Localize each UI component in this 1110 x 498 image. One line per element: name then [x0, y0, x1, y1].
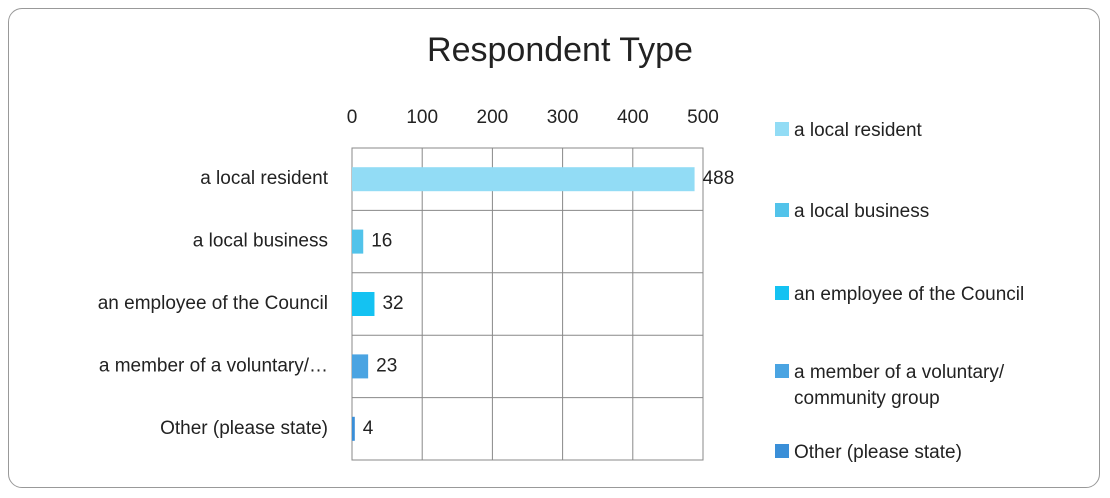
bar — [352, 354, 369, 379]
legend-label: an employee of the Council — [794, 284, 1025, 305]
y-tick-label: a member of a voluntary/… — [99, 355, 328, 376]
legend-label: a local resident — [794, 120, 922, 141]
bar — [352, 292, 375, 316]
legend-item: a local resident — [775, 118, 1094, 144]
data-label: 32 — [382, 293, 403, 314]
legend-swatch — [775, 286, 789, 300]
chart-frame — [8, 8, 1100, 488]
y-tick-label: a local business — [193, 231, 328, 252]
x-tick-label: 500 — [687, 107, 719, 128]
legend-swatch — [775, 364, 789, 378]
bar — [352, 167, 695, 192]
data-label: 488 — [703, 168, 735, 189]
x-tick-label: 400 — [617, 107, 649, 128]
bar — [352, 229, 364, 254]
legend-item: a member of a voluntary/ community group — [775, 360, 1094, 412]
legend-item: Other (please state) — [775, 440, 1094, 466]
legend-swatch — [775, 203, 789, 217]
legend-item: an employee of the Council — [775, 282, 1094, 308]
x-tick-label: 100 — [406, 107, 438, 128]
legend-swatch — [775, 122, 789, 136]
x-tick-label: 300 — [547, 107, 579, 128]
y-tick-label: a local resident — [200, 168, 329, 189]
x-tick-label: 0 — [347, 107, 358, 128]
bar — [352, 416, 355, 441]
data-label: 16 — [371, 231, 392, 252]
chart-title: Respondent Type — [427, 31, 693, 69]
legend-label: a member of a voluntary/ community group — [794, 362, 1005, 409]
plot-area — [351, 147, 704, 461]
x-tick-label: 200 — [477, 107, 509, 128]
legend-item: a local business — [775, 199, 1094, 225]
data-label: 23 — [376, 355, 397, 376]
legend-swatch — [775, 444, 789, 458]
data-label: 4 — [363, 418, 374, 439]
y-tick-label: an employee of the Council — [98, 293, 328, 314]
legend-label: Other (please state) — [794, 442, 962, 463]
legend-label: a local business — [794, 201, 930, 222]
y-tick-label: Other (please state) — [160, 418, 328, 439]
